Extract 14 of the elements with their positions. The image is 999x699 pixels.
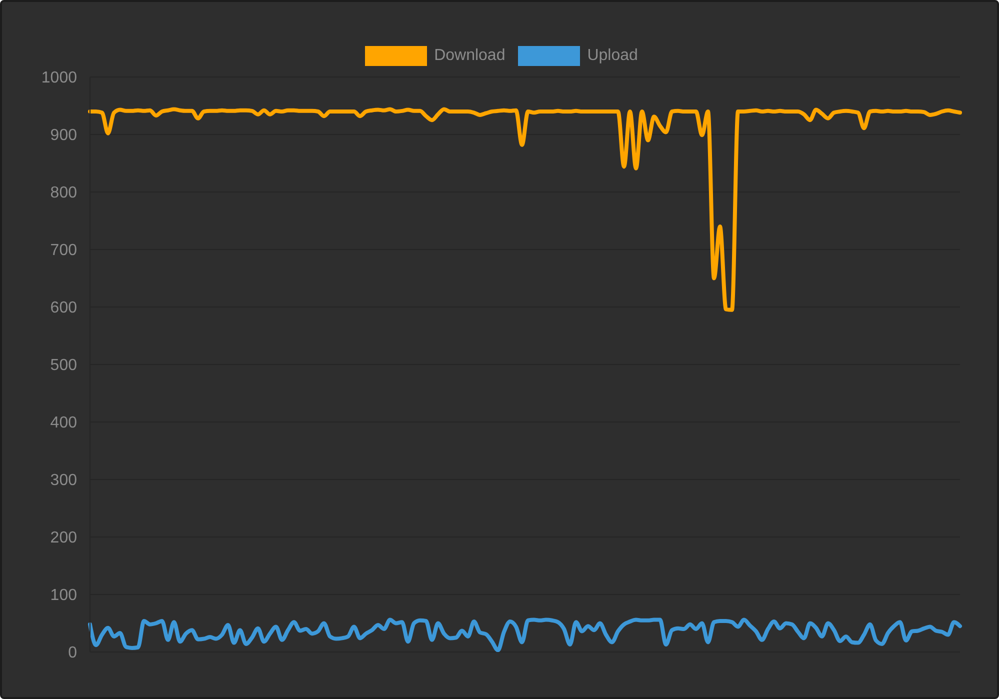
line-series <box>88 107 962 312</box>
legend-label: Download <box>434 46 506 66</box>
y-tick-label: 900 <box>50 127 78 144</box>
y-tick-label: 600 <box>50 300 78 317</box>
y-tick-label: 200 <box>50 530 78 547</box>
y-tick-label: 300 <box>50 472 78 490</box>
y-tick-label: 100 <box>50 587 78 604</box>
y-tick-label: 400 <box>50 414 78 432</box>
legend-label: Upload <box>587 46 638 66</box>
y-tick-label: 1000 <box>41 70 78 87</box>
y-tick-label: 800 <box>50 184 78 202</box>
y-tick-label: 0 <box>68 644 78 662</box>
y-tick-label: 700 <box>50 242 78 260</box>
y-tick-label: 500 <box>50 357 78 374</box>
